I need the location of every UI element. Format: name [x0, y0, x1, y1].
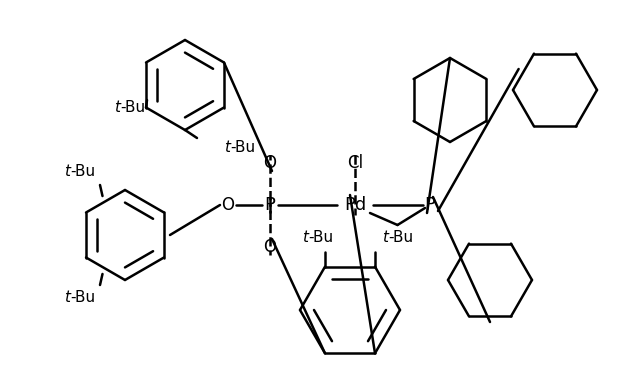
Text: P: P [424, 196, 435, 214]
Text: Cl: Cl [347, 154, 363, 172]
Text: Pd: Pd [344, 196, 366, 214]
Text: t: t [114, 99, 120, 115]
Text: O: O [264, 238, 276, 256]
Text: -Bu: -Bu [388, 231, 413, 246]
Text: t: t [64, 291, 70, 305]
Text: -Bu: -Bu [308, 231, 333, 246]
Text: t: t [382, 231, 388, 246]
Text: -Bu: -Bu [120, 99, 145, 115]
Text: -Bu: -Bu [230, 140, 255, 156]
Text: O: O [264, 154, 276, 172]
Text: O: O [221, 196, 234, 214]
Text: P: P [264, 196, 275, 214]
Text: t: t [302, 231, 308, 246]
Text: -Bu: -Bu [70, 291, 95, 305]
Text: t: t [64, 165, 70, 179]
Text: -Bu: -Bu [70, 165, 95, 179]
Text: t: t [224, 140, 230, 156]
